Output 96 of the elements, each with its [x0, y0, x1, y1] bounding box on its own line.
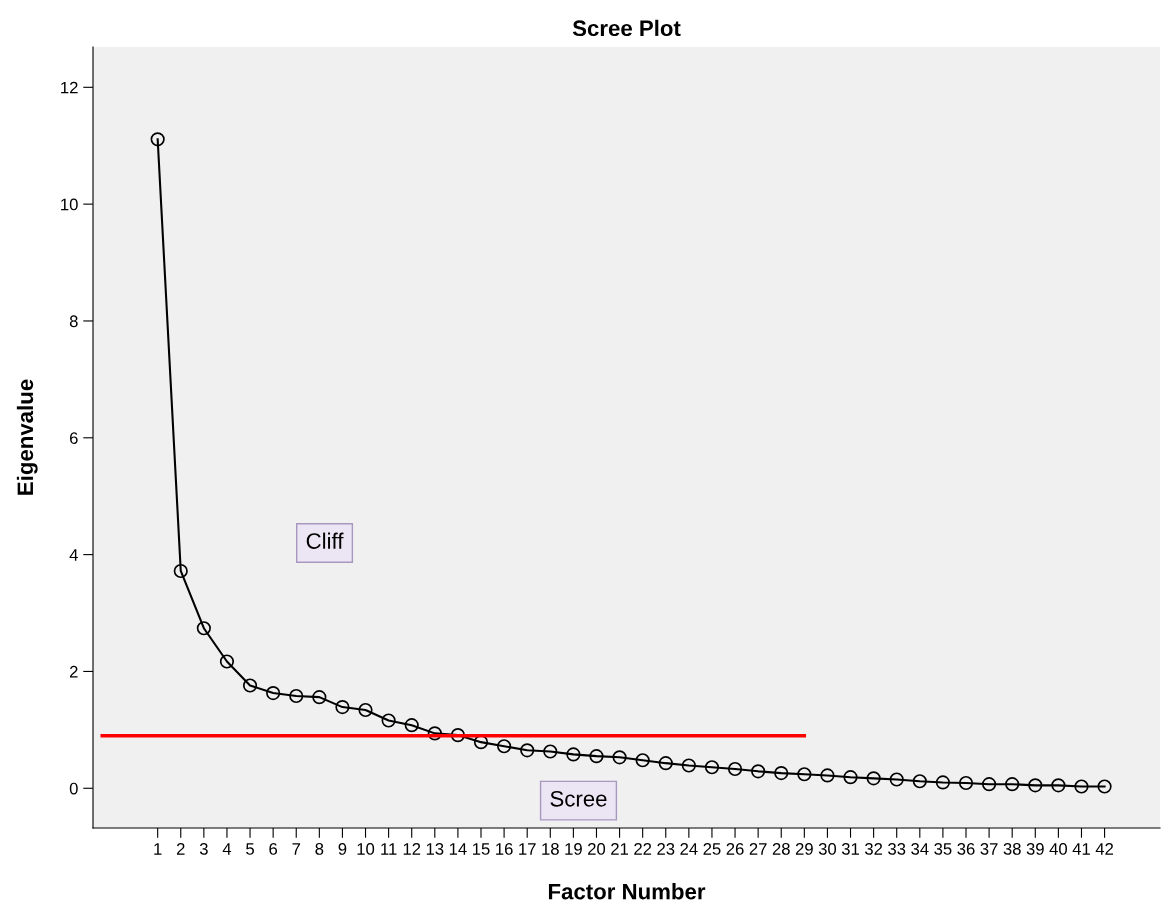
- x-tick-label: 42: [1095, 843, 1113, 855]
- x-tick-label: 32: [864, 843, 883, 855]
- x-tick-label: 39: [1026, 843, 1044, 855]
- y-tick-label: 0: [69, 782, 78, 795]
- point: [681, 758, 696, 773]
- point: [427, 726, 442, 741]
- point: [589, 749, 604, 764]
- x-tick-label: 28: [772, 843, 790, 855]
- point: [520, 743, 535, 758]
- x-tick-label: 20: [588, 843, 606, 855]
- point: [820, 768, 835, 783]
- x-tick-label: 19: [565, 843, 582, 855]
- point: [1074, 779, 1089, 794]
- point: [1051, 778, 1066, 793]
- x-tick-label: 24: [680, 843, 698, 855]
- x-tick-label: 6: [269, 843, 278, 855]
- x-tick-label: 33: [888, 843, 906, 855]
- y-tick-label: 12: [61, 81, 78, 94]
- x-tick-label: 37: [980, 843, 998, 855]
- point: [912, 774, 927, 789]
- y-tick-label: 4: [69, 549, 78, 561]
- x-tick-label: 25: [703, 843, 721, 855]
- point: [1028, 778, 1043, 793]
- x-tick-label: 35: [934, 843, 952, 855]
- point: [635, 753, 650, 768]
- x-tick-label: 3: [199, 843, 208, 855]
- chart-title: Scree Plot: [572, 19, 681, 37]
- point: [450, 728, 465, 743]
- y-tick-label: 6: [69, 432, 78, 444]
- point: [566, 747, 581, 762]
- x-tick-label: 22: [634, 843, 652, 855]
- x-tick-label: 11: [381, 843, 397, 855]
- point: [173, 563, 188, 579]
- point: [658, 756, 673, 771]
- point: [312, 690, 327, 705]
- annotation: Scree: [550, 790, 607, 807]
- x-tick-label: 16: [496, 843, 513, 855]
- point: [404, 718, 419, 733]
- point: [219, 654, 235, 669]
- point: [843, 770, 858, 785]
- x-tick-label: 1: [154, 843, 162, 855]
- point: [266, 685, 281, 701]
- point: [335, 699, 350, 715]
- x-tick-label: 8: [315, 843, 324, 855]
- point: [543, 744, 558, 759]
- x-tick-label: 36: [957, 843, 975, 855]
- x-tick-label: 14: [449, 843, 467, 855]
- x-tick-label: 10: [357, 843, 375, 855]
- x-tick-label: 31: [841, 843, 859, 855]
- x-tick-label: 30: [818, 843, 837, 855]
- point: [704, 760, 720, 775]
- point: [1005, 777, 1020, 792]
- point: [774, 766, 789, 781]
- x-tick-label: 29: [795, 843, 813, 855]
- x-tick-label: 34: [911, 843, 929, 855]
- y-axis-title: Eigenvalue: [16, 379, 38, 495]
- x-tick-label: 5: [246, 843, 254, 855]
- x-tick-label: 2: [176, 843, 185, 855]
- point: [358, 702, 373, 718]
- x-tick-label: 27: [749, 843, 767, 855]
- point: [473, 735, 489, 750]
- point: [866, 771, 881, 786]
- point: [958, 775, 974, 791]
- point: [751, 764, 766, 779]
- point: [797, 767, 812, 782]
- x-tick-label: 18: [542, 843, 559, 855]
- point: [242, 678, 258, 693]
- x-axis-title: Factor Number: [548, 883, 706, 900]
- x-tick-label: 40: [1049, 843, 1067, 855]
- x-tick-label: 9: [338, 843, 347, 855]
- point: [612, 750, 627, 765]
- point: [497, 739, 512, 754]
- point: [727, 761, 743, 777]
- x-tick-label: 15: [473, 843, 490, 855]
- annotation: Cliff: [306, 532, 344, 549]
- point: [289, 688, 304, 704]
- x-tick-label: 23: [657, 843, 675, 855]
- x-tick-label: 12: [403, 843, 421, 855]
- x-tick-label: 17: [519, 843, 536, 855]
- y-tick-label: 10: [61, 198, 78, 211]
- point: [982, 777, 997, 792]
- x-tick-label: 41: [1072, 843, 1090, 855]
- point: [889, 772, 904, 787]
- y-tick-label: 2: [69, 665, 78, 678]
- x-tick-label: 7: [292, 843, 301, 855]
- point: [381, 713, 396, 728]
- point: [150, 132, 165, 147]
- x-tick-label: 21: [611, 843, 629, 855]
- x-tick-label: 26: [726, 843, 744, 855]
- y-tick-label: 8: [69, 315, 78, 328]
- x-tick-label: 38: [1003, 843, 1021, 855]
- point: [1097, 779, 1112, 794]
- point: [935, 775, 950, 790]
- point: [196, 621, 211, 636]
- x-tick-label: 13: [426, 843, 444, 855]
- x-tick-label: 4: [222, 843, 232, 855]
